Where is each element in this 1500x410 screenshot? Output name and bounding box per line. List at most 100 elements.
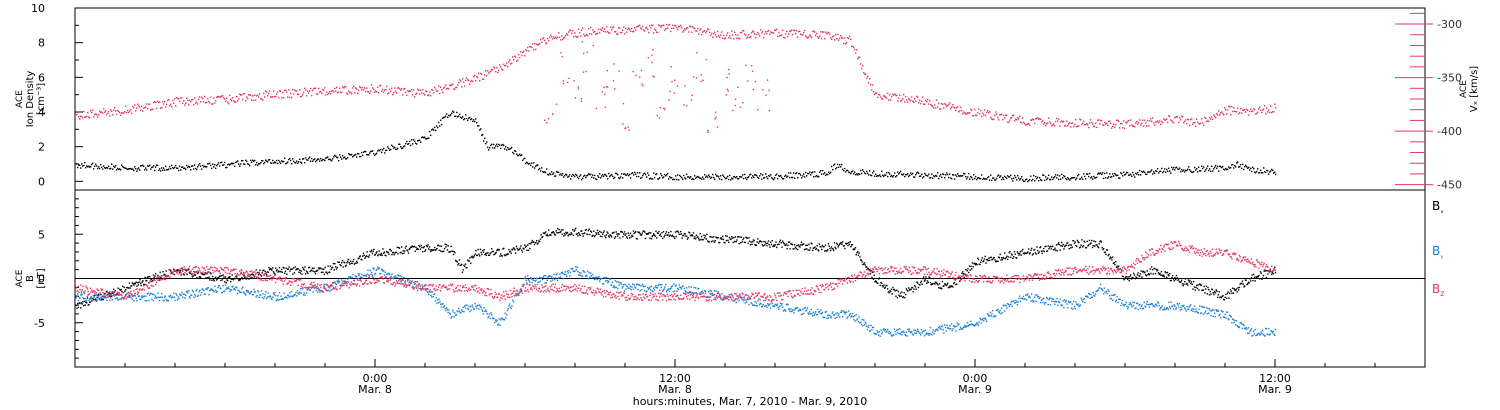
vx-point [488,72,490,74]
vx-point [1030,119,1032,121]
bx-point [405,245,407,248]
vx-point [753,31,755,33]
density-point [877,174,879,177]
by-point [140,298,142,301]
bx-point [674,231,677,233]
vx-point [861,67,863,70]
density-point [110,167,112,170]
density-point [1049,178,1051,181]
by-point [170,297,173,299]
by-point [596,276,598,279]
vx-point [642,25,644,28]
density-point [1150,170,1152,172]
by-point [635,283,638,286]
vx-sparse-point [580,100,583,102]
density-point [851,171,853,173]
density-point [895,176,897,178]
vx-point [853,46,855,49]
density-point [1071,177,1073,179]
bx-point [1110,257,1112,259]
by-point [155,295,157,297]
by-point [272,296,274,298]
bx-point [983,260,985,262]
vx-point [309,90,311,92]
by-point [578,271,581,274]
density-point [1027,180,1029,183]
vx-point [1129,125,1131,127]
by-point [262,292,264,295]
bx-point [568,233,570,236]
bx-point [1258,274,1260,277]
vx-point [286,91,288,93]
bx-point [467,260,470,262]
density-point [1028,179,1030,182]
density-point [352,156,354,158]
vx-point [584,35,586,37]
vx-point [997,116,999,119]
by-point [548,275,550,277]
density-point [654,176,656,179]
density-point [157,164,159,166]
bx-point [807,249,809,251]
density-point [571,175,573,177]
bx-point [470,262,472,264]
bx-point [1041,252,1043,255]
vx-point [446,88,448,90]
density-point [1196,168,1198,170]
by-point [365,274,367,276]
vx-point [453,88,455,90]
by-point [288,296,290,298]
bx-point [983,258,986,260]
bx-point [79,302,81,305]
vx-point [858,56,860,58]
density-point [145,167,147,169]
bx-point [451,250,453,252]
bx-point [734,236,737,238]
density-point [250,159,252,162]
vx-point [154,100,156,103]
by-point [521,289,523,291]
bx-point [902,296,904,299]
vx-point [733,38,735,40]
bx-point [879,284,881,287]
bx-point [998,257,1001,259]
vx-point [610,26,612,28]
bx-point [1043,247,1045,250]
density-point [306,159,308,161]
bx-point [653,234,656,236]
by-point [298,293,300,295]
bx-point [909,288,911,290]
vx-point [251,99,253,101]
bx-point [150,278,152,281]
bx-point [1165,271,1167,274]
by-point [199,289,201,292]
by-point [371,271,373,274]
vx-point [551,36,553,38]
by-point [299,291,301,294]
vx-point [635,29,637,31]
bx-point [1260,272,1262,274]
by-point [281,298,283,300]
vx-point [315,87,317,89]
by-point [470,309,473,311]
density-point [623,173,625,175]
vx-point [826,33,828,35]
density-point [502,143,504,146]
vx-point [671,27,673,29]
bx-point [377,254,379,257]
bx-point [1190,281,1193,283]
bx-point [1173,280,1175,282]
vx-point [1183,121,1185,124]
vx-point [859,56,861,59]
density-point [963,172,965,175]
density-point [1214,166,1216,168]
bx-point [409,247,411,250]
vx-point [777,35,779,37]
by-point [217,286,219,289]
by-point [227,286,230,288]
density-point [122,165,124,168]
vx-point [768,29,770,32]
vx-point [526,49,528,52]
density-point [94,165,96,167]
vx-point [729,35,731,37]
